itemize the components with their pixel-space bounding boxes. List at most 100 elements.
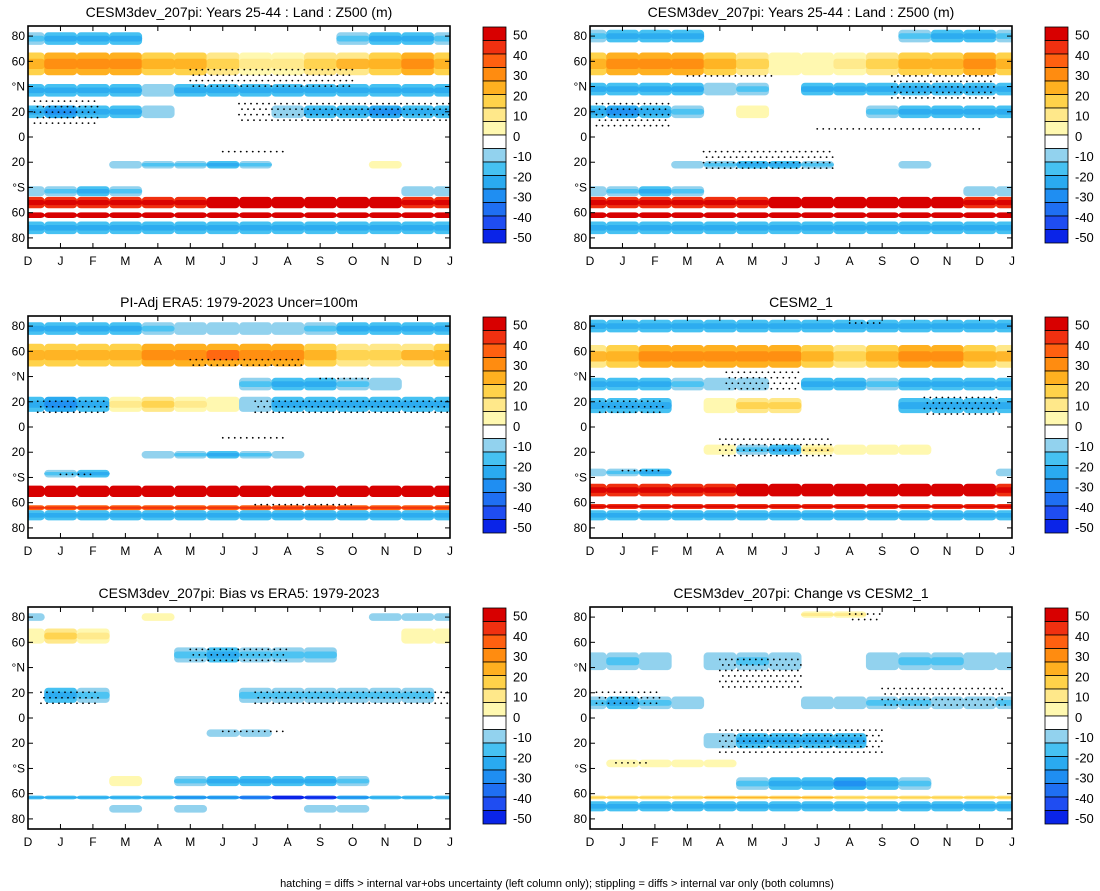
stipple-dot <box>748 751 751 753</box>
colorbar-label: 30 <box>1075 649 1089 664</box>
stipple-region <box>595 102 670 127</box>
stipple-dot <box>739 664 742 666</box>
stipple-dot <box>763 745 766 748</box>
field-core <box>898 86 932 92</box>
x-tick-label: J <box>619 835 625 849</box>
x-tick-label: S <box>878 544 886 558</box>
stipple-dot <box>421 108 423 111</box>
stipple-dot <box>736 438 739 440</box>
stipple-dot <box>272 503 275 506</box>
stipple-dot <box>427 119 429 122</box>
stipple-dot <box>67 696 69 699</box>
field-core <box>768 213 802 217</box>
stipple-dot <box>337 119 339 122</box>
field-core <box>433 513 450 518</box>
stipple-dot <box>730 680 733 683</box>
stipple-dot <box>329 696 332 699</box>
stipple-dot <box>416 702 419 705</box>
field-cell <box>703 397 737 414</box>
stipple-dot <box>989 687 992 690</box>
field-core <box>271 796 305 799</box>
stipple-dot <box>736 680 739 683</box>
stipple-dot <box>323 405 326 408</box>
stipple-dot <box>362 691 365 694</box>
stipple-dot <box>249 648 252 651</box>
stipple-dot <box>724 751 727 753</box>
stipple-dot <box>69 122 72 125</box>
field-core <box>174 651 208 659</box>
colorbar-swatch <box>482 202 507 217</box>
colorbar-swatch <box>482 492 507 507</box>
stipple-region <box>36 400 108 414</box>
stipple-dot <box>401 405 404 408</box>
stipple-dot <box>926 704 929 706</box>
stipple-dot <box>355 108 357 111</box>
stipple-dot <box>826 740 829 742</box>
stipple-dot <box>213 68 216 71</box>
stipple-dot <box>816 128 819 130</box>
stipple-dot <box>227 730 230 733</box>
stipple-dot <box>70 691 72 694</box>
field-cell <box>703 652 737 671</box>
stipple-dot <box>261 79 264 82</box>
stipple-dot <box>619 102 622 105</box>
stipple-dot <box>391 108 393 111</box>
field-cell <box>368 160 402 169</box>
field-core <box>433 796 450 799</box>
x-tick-label: M <box>747 544 757 558</box>
band-1 <box>28 322 450 335</box>
field-core <box>801 487 834 493</box>
field-core <box>109 108 143 115</box>
stipple-dot <box>324 85 327 88</box>
field-core <box>768 487 802 493</box>
field-core <box>401 87 435 94</box>
stipple-dot <box>893 687 896 690</box>
stipple-dot <box>878 322 881 324</box>
x-tick-label: J <box>814 544 820 558</box>
field-core <box>995 505 1012 508</box>
stipple-dot <box>409 119 411 122</box>
stipple-dot <box>795 167 798 170</box>
stipple-dot <box>746 376 749 379</box>
stipple-dot <box>745 734 748 737</box>
colorbar-swatch <box>1044 675 1069 690</box>
band-4 <box>44 687 435 703</box>
stipple-dot <box>343 119 345 122</box>
stipple-dot <box>724 740 727 742</box>
field-core <box>206 513 240 518</box>
stipple-dot <box>998 704 1001 706</box>
field-core <box>671 796 705 799</box>
stipple-region <box>718 729 883 753</box>
stipple-dot <box>282 364 285 367</box>
field-core <box>141 325 175 332</box>
stipple-dot <box>406 102 408 105</box>
stipple-dot <box>793 675 796 677</box>
stipple-dot <box>334 102 336 105</box>
stipple-dot <box>828 150 831 153</box>
stipple-dot <box>731 382 734 385</box>
field-core <box>995 224 1012 231</box>
colorbar-label: 40 <box>1075 338 1089 353</box>
stipple-dot <box>233 436 236 439</box>
stipple-dot <box>774 161 777 164</box>
field-cell <box>28 628 45 644</box>
field-core <box>433 108 450 115</box>
stipple-dot <box>929 80 932 83</box>
stipple-dot <box>721 675 724 677</box>
stipple-dot <box>645 761 647 764</box>
field-core <box>174 224 208 231</box>
stipple-dot <box>601 691 604 694</box>
stipple-dot <box>195 659 198 662</box>
field-core <box>28 488 45 494</box>
colorbar-label: 50 <box>1075 318 1089 333</box>
stipple-dot <box>736 658 739 661</box>
field-core <box>606 323 640 329</box>
stipple-dot <box>819 167 822 170</box>
stipple-dot <box>838 740 841 742</box>
field-core <box>865 86 899 92</box>
stipple-dot <box>87 405 90 408</box>
stipple-dot <box>305 405 308 408</box>
field-core <box>703 804 737 809</box>
stipple-dot <box>917 91 920 94</box>
stipple-dot <box>231 648 234 651</box>
